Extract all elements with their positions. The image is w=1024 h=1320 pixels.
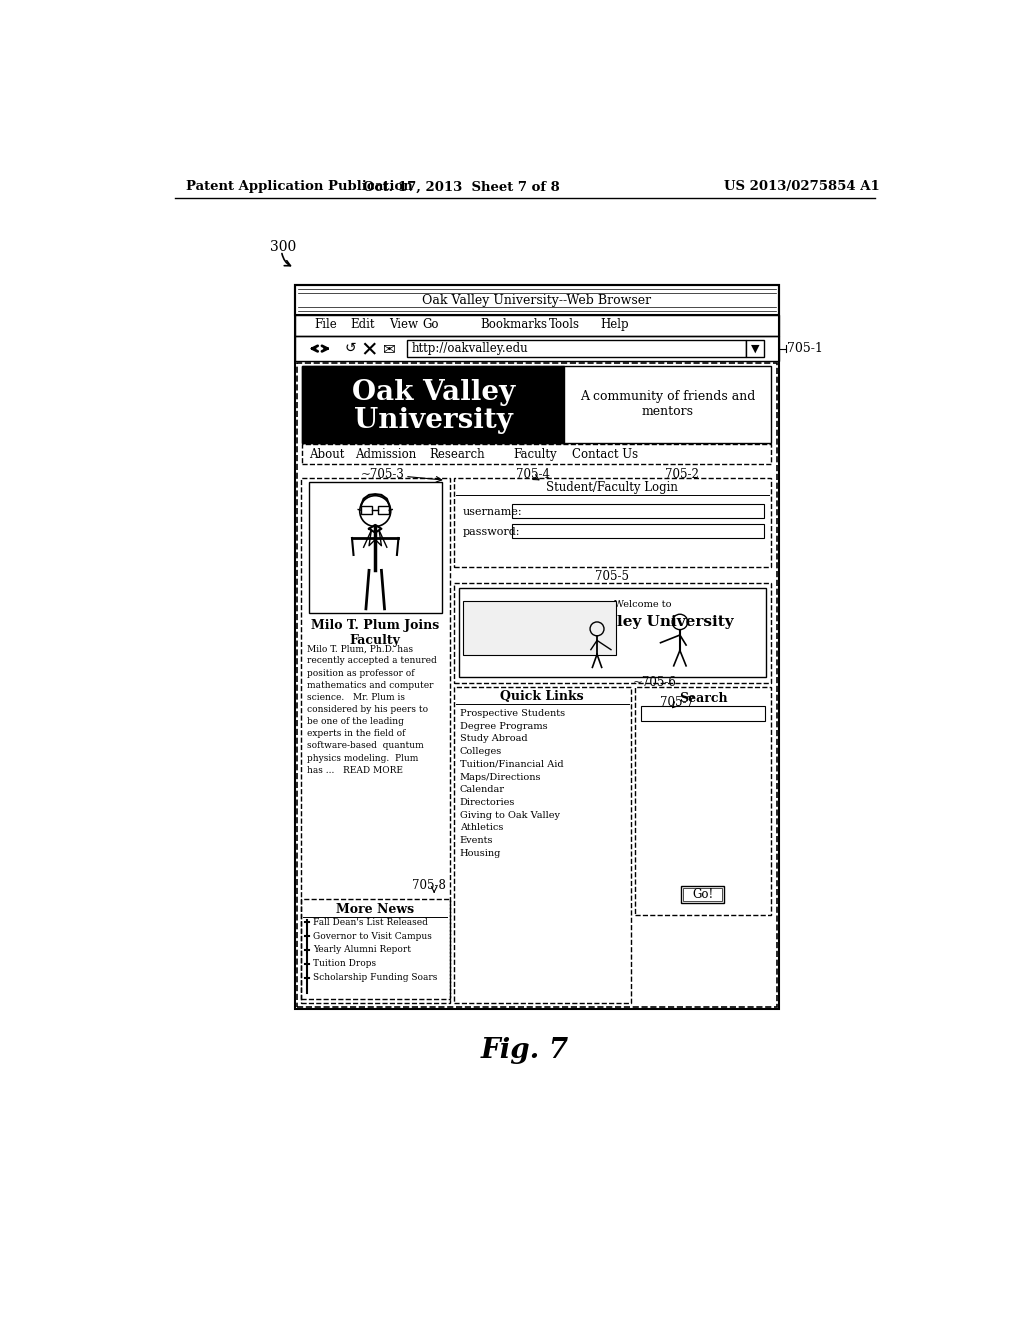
Text: Milo T. Plum Joins
Faculty: Milo T. Plum Joins Faculty — [311, 619, 439, 647]
Text: Welcome to: Welcome to — [614, 599, 672, 609]
Text: Fall Dean's List Released: Fall Dean's List Released — [313, 917, 428, 927]
Text: File: File — [314, 318, 337, 331]
Text: Maps/Directions: Maps/Directions — [460, 772, 542, 781]
Bar — [459, 589, 766, 677]
Text: Oct. 17, 2013  Sheet 7 of 8: Oct. 17, 2013 Sheet 7 of 8 — [362, 181, 560, 194]
Text: US 2013/0275854 A1: US 2013/0275854 A1 — [724, 181, 880, 194]
Text: Oak Valley: Oak Valley — [351, 379, 515, 407]
Text: Oak Valley University: Oak Valley University — [552, 615, 734, 630]
Text: University: University — [354, 408, 513, 434]
Text: Faculty: Faculty — [513, 447, 557, 461]
Text: Study Abroad: Study Abroad — [460, 734, 527, 743]
Text: ✉: ✉ — [383, 341, 395, 356]
Bar — [295, 285, 779, 1010]
Text: 705-2: 705-2 — [666, 467, 699, 480]
Bar — [302, 366, 564, 442]
Text: Tuition/Financial Aid: Tuition/Financial Aid — [460, 760, 563, 768]
Text: 705-4: 705-4 — [516, 467, 550, 480]
Bar — [746, 341, 764, 358]
Text: Prospective Students: Prospective Students — [460, 709, 565, 718]
Text: Student/Faculty Login: Student/Faculty Login — [547, 480, 678, 494]
Bar — [407, 341, 746, 358]
Text: Help: Help — [601, 318, 630, 331]
Bar — [295, 314, 779, 335]
Bar — [454, 582, 771, 682]
Text: 705-8: 705-8 — [412, 879, 445, 892]
Text: Admission: Admission — [355, 447, 417, 461]
Text: More News: More News — [336, 903, 415, 916]
Text: Scholarship Funding Soars: Scholarship Funding Soars — [313, 973, 437, 982]
Bar — [302, 444, 771, 465]
Text: Bookmarks: Bookmarks — [480, 318, 548, 331]
Text: View: View — [389, 318, 418, 331]
Bar — [302, 366, 771, 442]
Bar — [641, 706, 765, 721]
Text: Housing: Housing — [460, 849, 501, 858]
Text: Directories: Directories — [460, 799, 515, 807]
Text: 705-5: 705-5 — [595, 570, 630, 583]
Text: Colleges: Colleges — [460, 747, 502, 756]
Text: Tuition Drops: Tuition Drops — [313, 960, 377, 969]
Text: 705-7: 705-7 — [660, 696, 694, 709]
Text: Fig. 7: Fig. 7 — [480, 1036, 569, 1064]
Text: Degree Programs: Degree Programs — [460, 722, 547, 731]
Text: Contact Us: Contact Us — [571, 447, 638, 461]
Bar — [681, 886, 724, 903]
Text: Milo T. Plum, Ph.D. has
recently accepted a tenured
position as professor of
mat: Milo T. Plum, Ph.D. has recently accepte… — [307, 644, 437, 775]
Bar — [301, 899, 450, 999]
Text: Governor to Visit Campus: Governor to Visit Campus — [313, 932, 432, 941]
Text: Calendar: Calendar — [460, 785, 505, 795]
Text: ~705-6: ~705-6 — [632, 676, 676, 689]
Bar — [378, 507, 389, 515]
Bar — [308, 482, 442, 612]
Bar — [361, 507, 372, 515]
Text: Edit: Edit — [350, 318, 375, 331]
Text: Events: Events — [460, 836, 494, 845]
Bar — [301, 478, 450, 1003]
Text: ~705-3: ~705-3 — [360, 467, 404, 480]
Text: http://oakvalley.edu: http://oakvalley.edu — [412, 342, 528, 355]
Text: Research: Research — [429, 447, 485, 461]
Bar — [512, 504, 764, 517]
Text: Go!: Go! — [692, 888, 714, 902]
Text: Yearly Alumni Report: Yearly Alumni Report — [313, 945, 412, 954]
Text: 300: 300 — [270, 240, 296, 253]
Text: Quick Links: Quick Links — [501, 690, 584, 704]
Text: Oak Valley University--Web Browser: Oak Valley University--Web Browser — [422, 293, 651, 306]
Bar — [295, 285, 779, 314]
Text: Search: Search — [679, 692, 727, 705]
Bar — [683, 887, 722, 902]
Text: Tools: Tools — [549, 318, 580, 331]
Text: Go: Go — [423, 318, 439, 331]
Text: About: About — [309, 447, 345, 461]
Text: password:: password: — [463, 527, 520, 537]
Text: Patent Application Publication: Patent Application Publication — [186, 181, 413, 194]
Text: ↺: ↺ — [345, 341, 356, 355]
Bar — [463, 602, 616, 655]
Text: ▼: ▼ — [751, 343, 759, 354]
Text: Giving to Oak Valley: Giving to Oak Valley — [460, 810, 560, 820]
Text: A community of friends and
mentors: A community of friends and mentors — [581, 389, 756, 418]
Text: 705-1: 705-1 — [786, 342, 822, 355]
Bar — [454, 688, 631, 1003]
Bar — [454, 478, 771, 566]
Bar — [512, 524, 764, 539]
Text: Athletics: Athletics — [460, 824, 503, 833]
Bar — [635, 688, 771, 915]
Text: username:: username: — [463, 507, 522, 517]
Bar — [295, 335, 779, 360]
Bar — [297, 363, 776, 1007]
